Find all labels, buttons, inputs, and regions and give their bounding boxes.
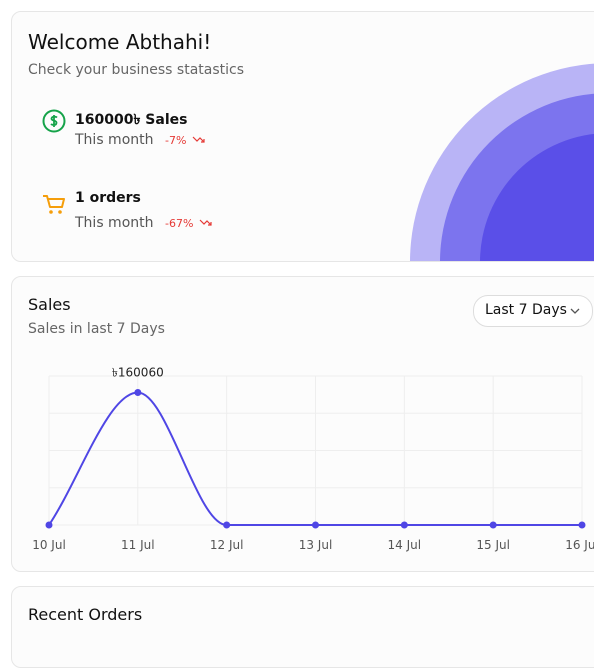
sales-change: -7% [165, 134, 187, 147]
sales-chart: 10 Jul 11 Jul 12 Jul 13 Jul 14 Jul 15 Jul 16 J… [32, 366, 594, 552]
x-tick-label: 10 Jul [32, 538, 66, 552]
x-tick-label: 14 Jul [388, 538, 422, 552]
x-tick-label: 13 Jul [299, 538, 333, 552]
sales-period: This month [75, 132, 154, 148]
sales-headline: 160000৳ Sales [75, 112, 188, 128]
range-dropdown[interactable]: Last 7 Days [473, 295, 593, 327]
orders-change: -67% [165, 217, 194, 230]
point [45, 521, 53, 529]
chevron [570, 308, 580, 314]
sales-title: Sales [28, 295, 71, 314]
value-label: ৳160060 [112, 366, 164, 380]
down-icon [192, 136, 205, 143]
x-tick-label: 12 Jul [210, 538, 244, 552]
point [578, 521, 586, 529]
orders-period: This month [75, 215, 154, 231]
welcome-subtitle: Check your business statastics [28, 62, 245, 78]
dollar-icon [42, 109, 66, 133]
x-tick-label: 15 Jul [476, 538, 510, 552]
point [489, 521, 497, 529]
sales-card: Sales Sales in last 7 Days Last 7 Days 1… [11, 276, 594, 572]
welcome-title: Welcome Abthahi! [28, 30, 212, 54]
point [312, 521, 319, 529]
cart-icon [43, 195, 65, 214]
x-tick-label: 11 Jul [121, 538, 155, 552]
down-icon [199, 219, 212, 226]
orders-headline: 1 orders [75, 190, 141, 206]
sales-subtitle: Sales in last 7 Days [28, 321, 165, 337]
x-tick-label: 16 Jul [565, 538, 594, 552]
range-label: Last 7 Days [485, 302, 567, 318]
recent-orders-title: Recent Orders [28, 605, 143, 624]
welcome-card: Welcome Abthahi! Check your business sta… [11, 11, 594, 262]
point [400, 521, 408, 529]
decoration [410, 63, 594, 261]
orders-card: Recent Orders [11, 586, 594, 668]
point [134, 389, 142, 397]
page: Welcome Abthahi! Check your business sta… [11, 11, 594, 668]
point [223, 521, 231, 529]
